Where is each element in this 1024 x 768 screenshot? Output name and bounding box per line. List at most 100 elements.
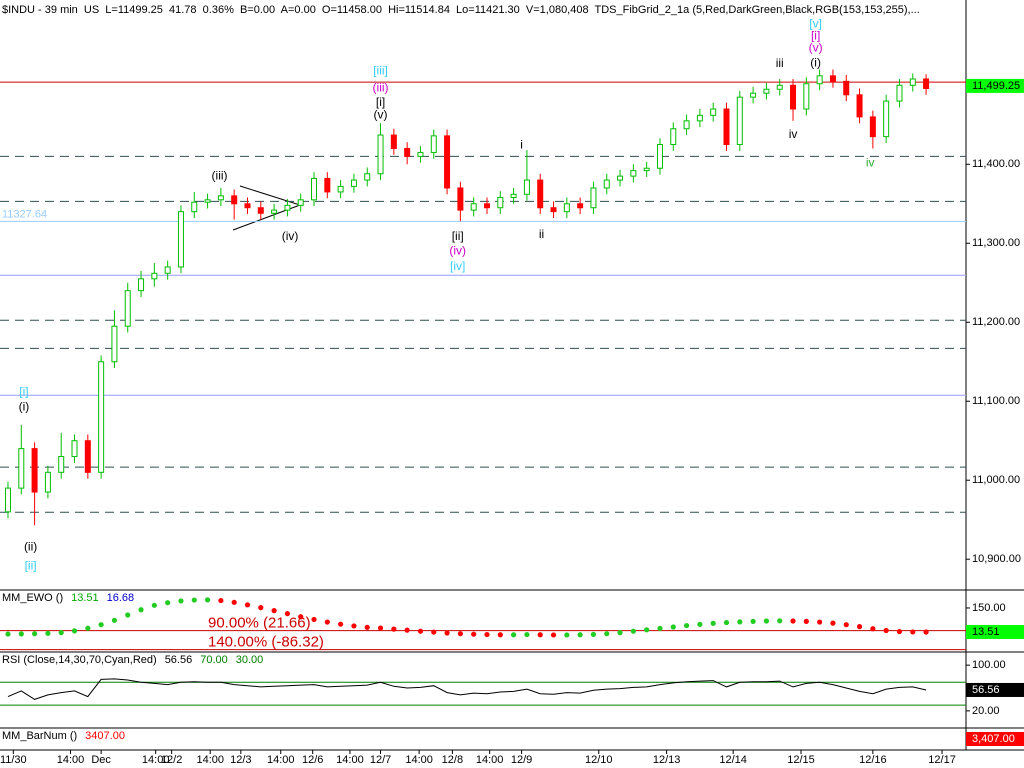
legend-text: 56.56 <box>165 654 193 666</box>
y-tick-label: 11,200.00 <box>972 316 1020 328</box>
ewo-dot <box>644 627 650 633</box>
level-label: 140.00% (-86.32) <box>208 634 324 651</box>
wave-label: [i] <box>19 385 28 399</box>
ewo-dot <box>497 632 503 638</box>
ewo-dot <box>244 602 251 608</box>
candle-body <box>257 207 264 214</box>
candle-body <box>776 84 783 90</box>
ewo-dot <box>338 621 344 627</box>
legend-text: 3407.00 <box>85 730 125 742</box>
x-tick-label: Dec <box>91 754 111 766</box>
wave-label: (iii) <box>373 81 389 95</box>
value-box <box>966 625 1024 640</box>
candle-body <box>390 134 397 149</box>
candle-body <box>483 203 490 209</box>
candle-body <box>750 92 757 98</box>
candle-body <box>643 167 650 172</box>
ewo-dot <box>178 598 184 604</box>
x-tick-label: 14:00 <box>196 754 224 766</box>
x-tick-label: 12/6 <box>302 754 323 766</box>
header: $INDU - 39 min US L=11499.25 41.78 0.36%… <box>2 4 920 16</box>
candle-body <box>563 203 570 213</box>
candle-body <box>71 440 78 458</box>
ewo-dot <box>590 631 597 637</box>
ewo-dot <box>910 629 916 635</box>
ewo-dot <box>391 626 397 632</box>
ewo-dot <box>763 618 770 624</box>
candle-body <box>297 199 304 206</box>
ewo-dot <box>351 623 357 629</box>
value-box-label: 3,407.00 <box>972 733 1015 745</box>
candle-body <box>736 96 743 146</box>
x-tick-label: 14:00 <box>405 754 433 766</box>
x-tick-label: 12/7 <box>370 754 391 766</box>
wave-label: iii <box>776 56 784 70</box>
ewo-dot <box>683 622 690 629</box>
candle-body <box>603 179 610 189</box>
ewo-dot <box>324 619 330 625</box>
y-tick-label: 20.00 <box>972 705 1000 717</box>
y-tick-label: 11,400.00 <box>972 158 1020 170</box>
x-tick-label: 14:00 <box>336 754 364 766</box>
candle-body <box>856 94 863 118</box>
y-tick-label: 11,300.00 <box>972 237 1020 249</box>
candle-body <box>311 178 318 201</box>
ewo-dot <box>31 631 38 637</box>
ewo-dot <box>484 631 490 638</box>
wave-label: [i] <box>376 95 385 109</box>
x-tick-label: 12/8 <box>442 754 463 766</box>
ewo-dot <box>231 599 237 605</box>
candle-body <box>138 278 145 292</box>
wave-label: iv <box>866 156 875 170</box>
ewo-dot <box>165 600 171 606</box>
y-tick-label: 10,900.00 <box>972 553 1021 565</box>
ewo-dot <box>843 622 849 628</box>
legend-text: 70.00 <box>200 654 228 666</box>
candle-body <box>723 108 730 146</box>
candle-body <box>710 108 717 116</box>
x-tick-label: 14:00 <box>142 754 170 766</box>
ewo-dot <box>723 619 730 626</box>
ewo-dot <box>417 628 424 634</box>
candle-body <box>164 266 171 274</box>
candle-body <box>909 78 916 86</box>
ewo-dot <box>750 618 756 624</box>
ewo-dot <box>564 632 570 638</box>
rsi-line <box>7 678 927 700</box>
ewo-dot <box>883 627 889 634</box>
x-tick-label: 12/14 <box>719 754 747 766</box>
y-tick-label: 11,000.00 <box>972 474 1020 486</box>
wave-label: [v] <box>809 17 822 31</box>
candle-body <box>244 203 251 209</box>
ewo-dot <box>710 620 716 626</box>
ewo-dot <box>896 628 903 635</box>
ewo-dot <box>311 616 317 623</box>
candle-body <box>656 144 663 169</box>
legend-text: 16.68 <box>107 592 135 604</box>
value-box <box>966 732 1024 746</box>
wave-label: [ii] <box>452 229 464 243</box>
ewo-dot <box>697 621 703 627</box>
ewo-dot <box>271 608 277 614</box>
candle-body <box>523 179 530 195</box>
candle-body <box>191 201 198 213</box>
candle-body <box>510 193 517 198</box>
ewo-dot <box>737 619 743 625</box>
x-tick-label: 11/30 <box>0 754 27 766</box>
ewo-dot <box>98 622 104 628</box>
wave-label: (i) <box>810 55 821 69</box>
level-label: 11327.64 <box>2 208 47 220</box>
x-tick-label: 14:00 <box>57 754 85 766</box>
ewo-dot <box>524 631 530 638</box>
candle-body <box>177 211 184 268</box>
ewo-dot <box>577 632 583 638</box>
ewo-dot <box>85 625 91 631</box>
candle-body <box>790 84 797 110</box>
legend-text: MM_BarNum () <box>2 730 77 742</box>
ewo-dot <box>151 602 157 608</box>
candle-body <box>829 75 836 82</box>
ewo-dot <box>111 617 118 623</box>
legend-text: 30.00 <box>236 654 264 666</box>
